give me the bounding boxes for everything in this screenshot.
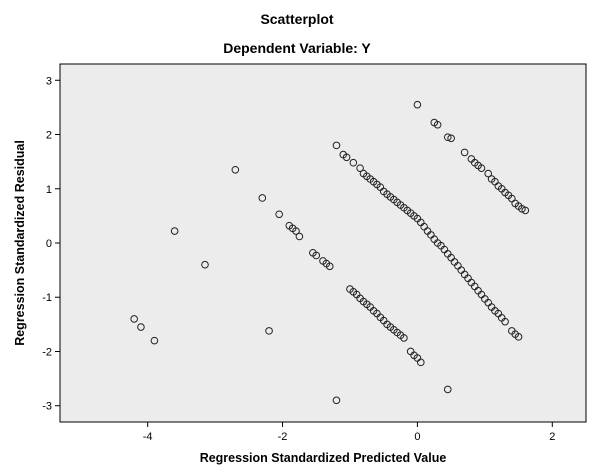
data-point: [275, 210, 283, 219]
y-tick-label: 0: [46, 238, 52, 250]
data-point: [342, 153, 351, 162]
data-point: [356, 164, 364, 172]
chart-subtitle: Dependent Variable: Y: [223, 40, 371, 56]
data-point: [332, 141, 341, 150]
data-point: [312, 251, 321, 260]
x-tick-label: 2: [549, 431, 555, 443]
y-tick-label: -1: [42, 292, 52, 304]
data-point: [433, 120, 442, 129]
data-point: [416, 358, 425, 367]
y-axis-ticks: -3 -2 -1 0 1 2 3: [42, 75, 60, 413]
y-tick-label: 1: [46, 184, 52, 196]
data-point: [201, 260, 209, 269]
chart-title: Scatterplot: [260, 11, 333, 27]
plot-area: [59, 63, 587, 423]
data-point: [150, 336, 159, 345]
y-axis-label: Regression Standardized Residual: [13, 140, 27, 346]
data-point: [443, 385, 452, 394]
data-point: [443, 133, 452, 142]
data-point: [447, 134, 455, 143]
x-tick-label: -4: [143, 431, 153, 443]
data-point: [332, 396, 341, 405]
data-point: [514, 333, 523, 341]
x-axis-label: Regression Standardized Predicted Value: [200, 451, 447, 465]
data-point: [501, 317, 509, 326]
data-point: [349, 158, 358, 167]
data-point: [292, 227, 300, 235]
x-tick-label: 0: [414, 431, 420, 443]
data-point: [400, 334, 408, 342]
data-point: [170, 227, 179, 235]
x-axis-ticks: -4 -2 0 2: [143, 422, 555, 443]
data-point: [231, 165, 240, 174]
data-point: [130, 315, 138, 323]
data-point: [258, 194, 267, 202]
data-point: [460, 148, 469, 157]
data-point: [484, 169, 493, 178]
y-tick-label: -3: [42, 401, 52, 413]
data-point: [295, 232, 304, 241]
data-point: [477, 164, 486, 172]
y-tick-label: 2: [46, 130, 52, 142]
data-point: [265, 327, 273, 335]
y-tick-label: -2: [42, 346, 52, 358]
data-point: [413, 100, 422, 109]
y-tick-label: 3: [46, 75, 52, 87]
data-points: [130, 100, 530, 405]
data-point: [325, 262, 334, 271]
data-point: [521, 206, 530, 215]
data-point: [137, 323, 145, 331]
x-tick-label: -2: [278, 431, 288, 443]
